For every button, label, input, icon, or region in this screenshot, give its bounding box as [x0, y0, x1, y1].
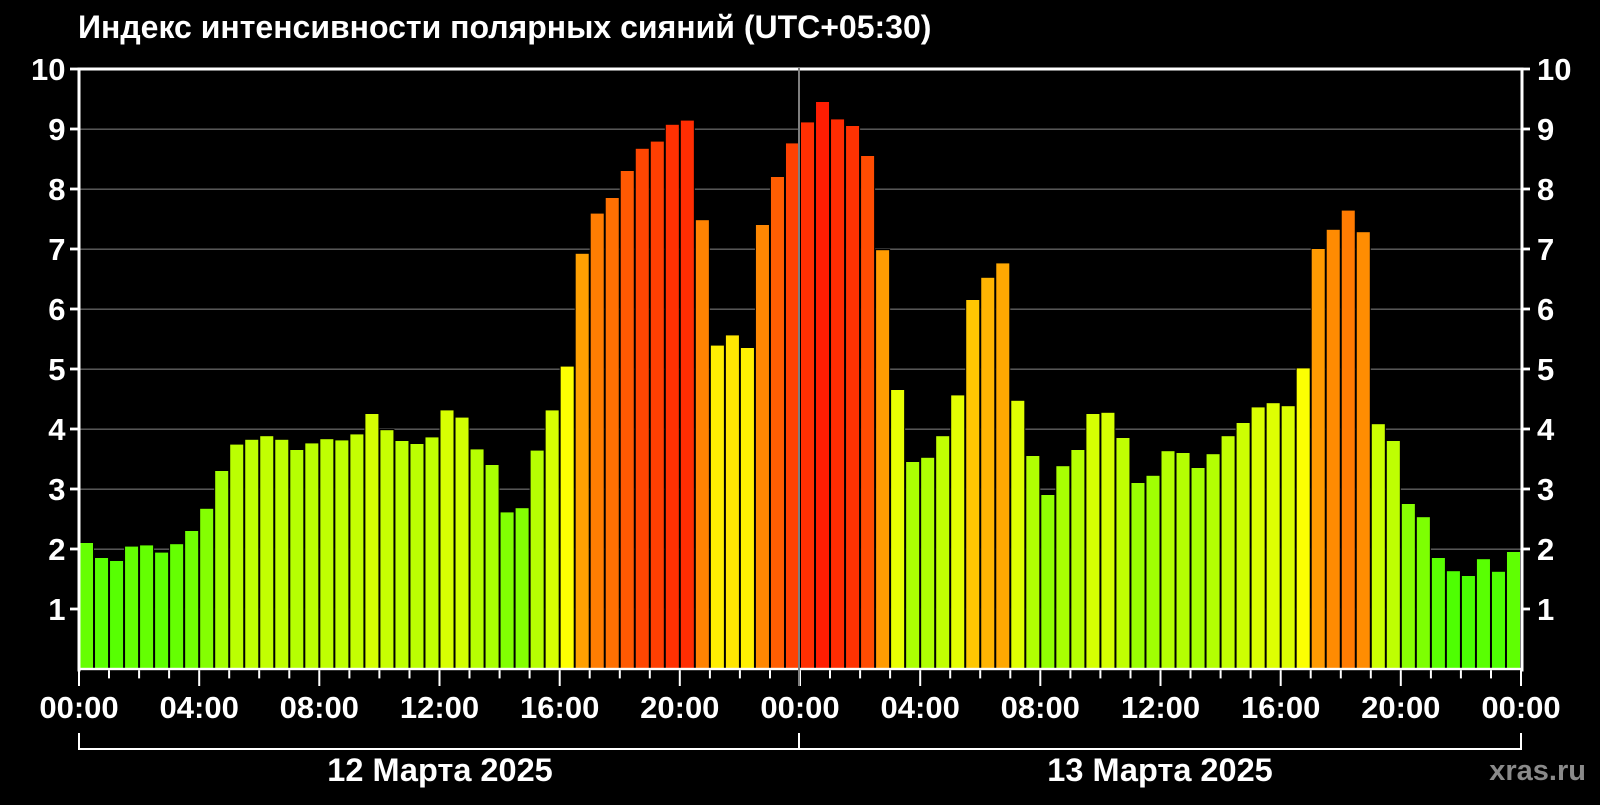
- svg-text:16:00: 16:00: [520, 690, 599, 725]
- svg-text:08:00: 08:00: [280, 690, 359, 725]
- svg-text:12:00: 12:00: [400, 690, 479, 725]
- svg-text:9: 9: [48, 112, 65, 147]
- svg-text:4: 4: [48, 412, 66, 447]
- svg-text:00:00: 00:00: [39, 690, 118, 725]
- svg-text:Индекс интенсивности полярных: Индекс интенсивности полярных сияний (UT…: [78, 9, 931, 45]
- svg-text:7: 7: [48, 232, 65, 267]
- svg-text:20:00: 20:00: [640, 690, 719, 725]
- svg-text:08:00: 08:00: [1001, 690, 1080, 725]
- svg-text:10: 10: [1537, 52, 1571, 87]
- svg-text:2: 2: [1537, 532, 1554, 567]
- svg-text:13 Марта 2025: 13 Марта 2025: [1047, 752, 1272, 788]
- svg-text:7: 7: [1537, 232, 1554, 267]
- svg-text:00:00: 00:00: [760, 690, 839, 725]
- svg-text:6: 6: [48, 292, 65, 327]
- svg-text:4: 4: [1537, 412, 1555, 447]
- svg-text:1: 1: [48, 592, 65, 627]
- svg-text:04:00: 04:00: [160, 690, 239, 725]
- svg-text:6: 6: [1537, 292, 1554, 327]
- svg-text:16:00: 16:00: [1241, 690, 1320, 725]
- svg-text:9: 9: [1537, 112, 1554, 147]
- svg-text:3: 3: [48, 472, 65, 507]
- svg-text:20:00: 20:00: [1361, 690, 1440, 725]
- svg-text:xras.ru: xras.ru: [1489, 755, 1586, 787]
- svg-text:2: 2: [48, 532, 65, 567]
- svg-text:00:00: 00:00: [1481, 690, 1560, 725]
- svg-text:10: 10: [31, 52, 65, 87]
- svg-text:5: 5: [1537, 352, 1554, 387]
- svg-text:12 Марта 2025: 12 Марта 2025: [327, 752, 552, 788]
- svg-text:12:00: 12:00: [1121, 690, 1200, 725]
- svg-text:8: 8: [1537, 172, 1554, 207]
- svg-text:1: 1: [1537, 592, 1554, 627]
- svg-text:3: 3: [1537, 472, 1554, 507]
- svg-text:8: 8: [48, 172, 65, 207]
- svg-text:04:00: 04:00: [881, 690, 960, 725]
- svg-text:5: 5: [48, 352, 65, 387]
